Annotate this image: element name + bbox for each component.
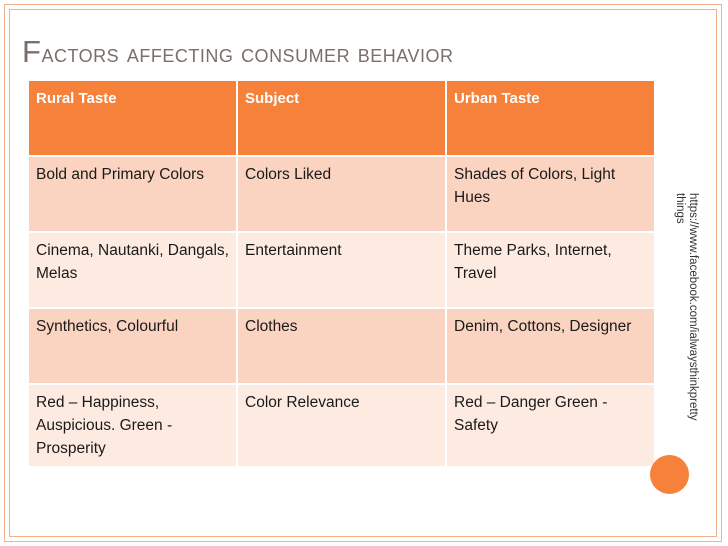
table-cell: Entertainment <box>236 231 447 309</box>
table-header-row: Rural Taste Subject Urban Taste <box>27 79 656 157</box>
table-row: Synthetics, Colourful Clothes Denim, Cot… <box>27 307 656 385</box>
table-row: Bold and Primary Colors Colors Liked Sha… <box>27 155 656 233</box>
slide-title-rest: actors affecting consumer behavior <box>41 38 454 68</box>
table-cell: Synthetics, Colourful <box>27 307 238 385</box>
header-urban-taste: Urban Taste <box>445 79 656 157</box>
header-rural-taste: Rural Taste <box>27 79 238 157</box>
source-url-text: https://www.facebook.com/ialwaysthinkpre… <box>674 193 699 421</box>
table-cell: Bold and Primary Colors <box>27 155 238 233</box>
table-row: Cinema, Nautanki, Dangals, Melas Enterta… <box>27 231 656 309</box>
slide-title-initial: F <box>22 34 42 69</box>
table-cell: Cinema, Nautanki, Dangals, Melas <box>27 231 238 309</box>
factors-table: Rural Taste Subject Urban Taste Bold and… <box>27 79 656 468</box>
table-cell: Theme Parks, Internet, Travel <box>445 231 656 309</box>
table-cell: Clothes <box>236 307 447 385</box>
slide-border-inner <box>9 9 717 537</box>
table-cell: Denim, Cottons, Designer <box>445 307 656 385</box>
table-cell: Color Relevance <box>236 383 447 468</box>
slide-title: Factors affecting consumer behavior <box>22 34 453 70</box>
table-cell: Red – Danger Green - Safety <box>445 383 656 468</box>
table-cell: Colors Liked <box>236 155 447 233</box>
table-cell: Red – Happiness, Auspicious. Green - Pro… <box>27 383 238 468</box>
table-cell: Shades of Colors, Light Hues <box>445 155 656 233</box>
accent-circle <box>650 455 689 494</box>
table-row: Red – Happiness, Auspicious. Green - Pro… <box>27 383 656 468</box>
slide-border-outer <box>4 4 722 542</box>
header-subject: Subject <box>236 79 447 157</box>
